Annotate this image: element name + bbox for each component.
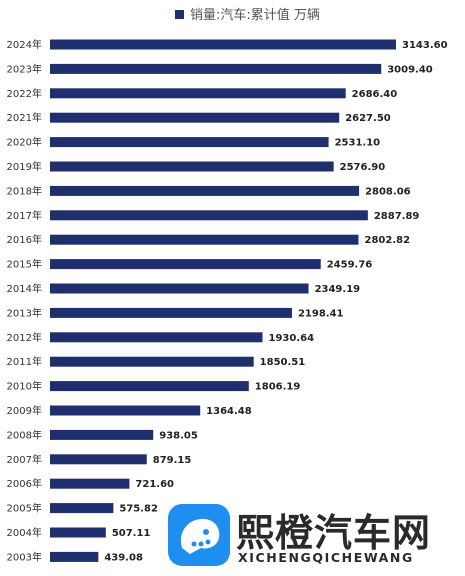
y-tick-label: 2016年 [7,233,42,246]
watermark-title: 熙橙汽车网 [236,511,432,555]
bar [50,551,99,562]
legend-swatch [175,10,184,19]
y-tick-label: 2006年 [7,477,42,490]
data-label: 2686.40 [352,89,398,100]
data-label: 2576.90 [340,162,386,173]
watermark: 熙橙汽车网 XICHENGQICHEWANG [168,500,458,572]
legend: 销量:汽车:累计值 万辆 [175,7,320,23]
y-tick-label: 2004年 [7,526,42,539]
bar [50,234,359,245]
bar [50,527,106,538]
data-label: 2349.19 [315,284,361,295]
bar [50,429,154,440]
bar [50,503,114,514]
y-tick-label: 2018年 [7,184,42,197]
app-logo-icon [168,504,230,566]
data-label: 1930.64 [268,333,314,344]
y-tick-label: 2014年 [7,282,42,295]
y-tick-label: 2010年 [7,380,42,393]
y-tick-label: 2008年 [7,428,42,441]
y-tick-label: 2019年 [7,160,42,173]
data-label: 2887.89 [374,211,420,222]
data-label: 3009.40 [387,64,433,75]
data-label: 507.11 [112,528,151,539]
bar [50,307,292,318]
data-label: 439.08 [104,552,143,563]
y-tick-label: 2017年 [7,209,42,222]
bar [50,356,254,367]
bars-group: 2024年 3143.60 2023年 3009.40 2022年 2686.40 2021… [7,38,448,563]
data-label: 1364.48 [206,406,252,417]
data-label: 2531.10 [335,138,381,149]
data-label: 2808.06 [365,186,411,197]
y-tick-label: 2009年 [7,404,42,417]
data-label: 938.05 [159,430,198,441]
y-tick-label: 2005年 [7,502,42,515]
data-label: 1850.51 [260,357,306,368]
bar [50,137,329,148]
bar [50,454,147,465]
bar [50,332,263,343]
legend-label: 销量:汽车:累计值 万辆 [190,7,320,23]
data-label: 879.15 [153,455,192,466]
data-label: 2802.82 [364,235,410,246]
data-label: 2627.50 [345,113,391,124]
bar [50,478,130,489]
bar [50,405,201,416]
y-tick-label: 2007年 [7,453,42,466]
bar [50,63,382,74]
y-tick-label: 2012年 [7,331,42,344]
bar [50,381,249,392]
data-label: 721.60 [135,479,174,490]
data-label: 2198.41 [298,308,344,319]
bar [50,39,396,50]
bar [50,112,340,123]
y-tick-label: 2024年 [7,38,42,51]
bar [50,185,360,196]
y-tick-label: 2023年 [7,62,42,75]
bar [50,88,346,99]
bar [50,210,368,221]
data-label: 1806.19 [255,382,301,393]
data-label: 575.82 [119,504,158,515]
watermark-subtitle: XICHENGQICHEWANG [238,550,414,565]
y-tick-label: 2013年 [7,306,42,319]
data-label: 3143.60 [402,40,448,51]
y-tick-label: 2021年 [7,111,42,124]
bar [50,161,334,172]
y-tick-label: 2022年 [7,87,42,100]
y-tick-label: 2020年 [7,136,42,149]
y-tick-label: 2011年 [7,355,42,368]
bar [50,259,321,270]
y-tick-label: 2003年 [7,550,42,563]
y-tick-label: 2015年 [7,258,42,271]
data-label: 2459.76 [327,260,373,271]
bar [50,283,309,294]
